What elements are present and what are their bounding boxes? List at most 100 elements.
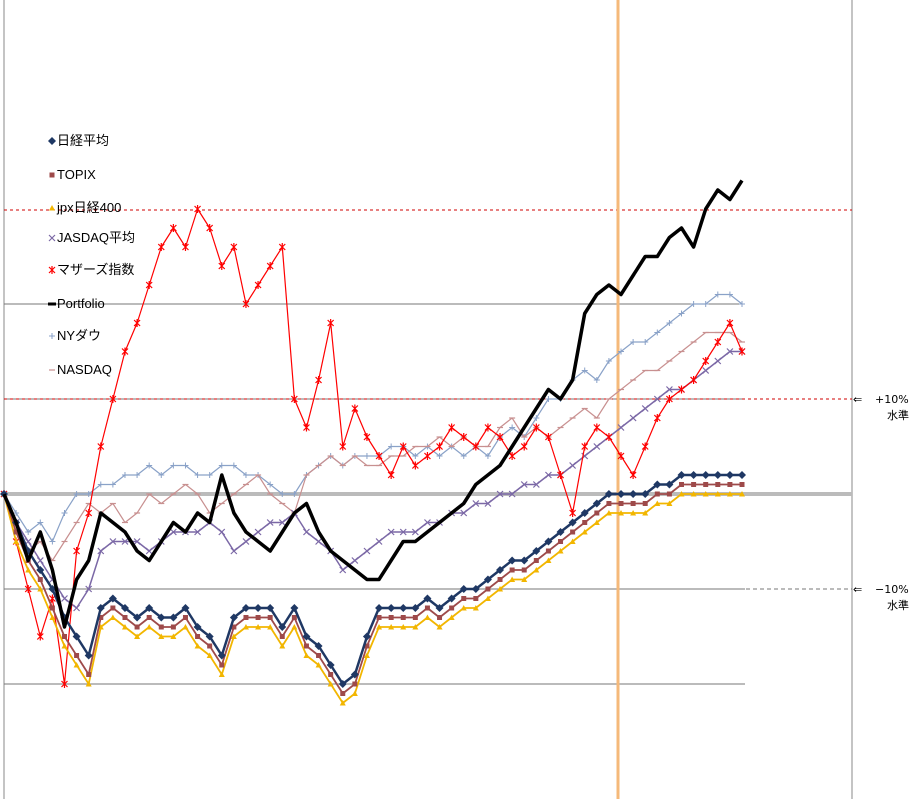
data-point: [485, 586, 491, 592]
data-point: [569, 509, 577, 517]
data-point: [484, 423, 492, 432]
data-point: [521, 576, 528, 582]
data-point: [13, 510, 20, 516]
data-point: [424, 614, 431, 620]
data-point: [727, 482, 733, 487]
data-point: [715, 482, 721, 487]
data-point: [290, 395, 298, 403]
data-point: [218, 462, 225, 469]
data-point: [97, 547, 105, 555]
data-point: [133, 319, 141, 327]
data-point: [291, 624, 298, 630]
data-point: [654, 329, 661, 336]
data-point: [484, 453, 491, 459]
data-point: [157, 613, 166, 622]
data-point: [533, 558, 539, 563]
data-point: [146, 615, 152, 620]
data-point: [49, 205, 55, 211]
data-point: [241, 604, 250, 612]
data-point: [170, 462, 177, 469]
data-point: [145, 604, 154, 612]
data-point: [460, 509, 468, 517]
data-point: [303, 643, 309, 649]
legend-item: TOPIX: [49, 167, 96, 182]
data-point: [690, 301, 697, 307]
data-point: [109, 395, 117, 403]
data-point: [472, 442, 480, 451]
data-point: [254, 281, 262, 289]
data-point: [217, 651, 226, 660]
data-point: [36, 557, 44, 564]
data-point: [146, 462, 153, 469]
data-point: [400, 615, 406, 620]
data-point: [496, 566, 505, 574]
data-point: [254, 604, 263, 612]
data-point: [472, 605, 479, 611]
data-point: [520, 442, 528, 451]
series-3: [0, 348, 746, 612]
data-point: [85, 585, 93, 593]
data-point: [726, 291, 733, 298]
data-point: [665, 480, 674, 489]
data-point: [303, 652, 310, 658]
arrow-icon: ⇐: [853, 393, 862, 406]
data-point: [158, 624, 164, 630]
data-point: [291, 491, 298, 497]
data-point: [618, 510, 625, 516]
chart-annotations: ⇐ +10% 水準 ⇐ −10% 水準: [853, 393, 909, 612]
data-point: [665, 386, 673, 393]
data-point: [243, 615, 249, 620]
data-point: [279, 491, 286, 497]
data-point: [363, 652, 370, 658]
data-point: [436, 453, 443, 459]
data-point: [654, 491, 660, 497]
data-point: [689, 471, 698, 479]
data-point: [375, 604, 384, 612]
data-point: [37, 519, 44, 526]
data-point: [714, 357, 722, 365]
data-point: [158, 633, 165, 639]
data-point: [266, 262, 274, 270]
data-point: [207, 643, 213, 649]
data-point: [134, 472, 141, 478]
data-point: [375, 452, 383, 460]
data-point: [61, 510, 68, 516]
legend-item: マザーズ指数: [48, 262, 134, 277]
data-point: [702, 491, 709, 497]
data-point: [206, 472, 213, 478]
legend-item: 日経平均: [48, 133, 109, 148]
data-point: [593, 377, 600, 383]
data-point: [37, 577, 43, 582]
data-point: [363, 433, 371, 441]
data-point: [545, 471, 552, 479]
data-point: [497, 577, 503, 582]
data-point: [558, 539, 564, 544]
data-point: [146, 624, 153, 630]
data-point: [630, 339, 637, 345]
series-6: [1, 291, 745, 545]
data-point: [49, 172, 55, 178]
legend-label: NYダウ: [57, 328, 101, 343]
data-point: [570, 529, 576, 535]
data-point: [641, 405, 649, 412]
data-point: [605, 510, 612, 516]
data-point: [605, 433, 613, 441]
data-point: [49, 333, 55, 339]
data-point: [412, 453, 419, 459]
data-point: [242, 538, 250, 545]
data-point: [364, 643, 370, 649]
data-point: [327, 681, 334, 687]
data-point: [61, 680, 68, 688]
data-point: [230, 243, 238, 251]
series-2: [1, 491, 745, 706]
data-point: [85, 491, 92, 497]
data-point: [267, 624, 274, 630]
data-point: [266, 604, 275, 612]
data-point: [181, 604, 190, 612]
data-point: [449, 605, 455, 611]
data-point: [509, 424, 516, 431]
data-point: [653, 414, 661, 422]
data-point: [49, 538, 56, 545]
level-annotation: ⇐ +10% 水準: [853, 393, 909, 422]
data-point: [195, 634, 201, 639]
